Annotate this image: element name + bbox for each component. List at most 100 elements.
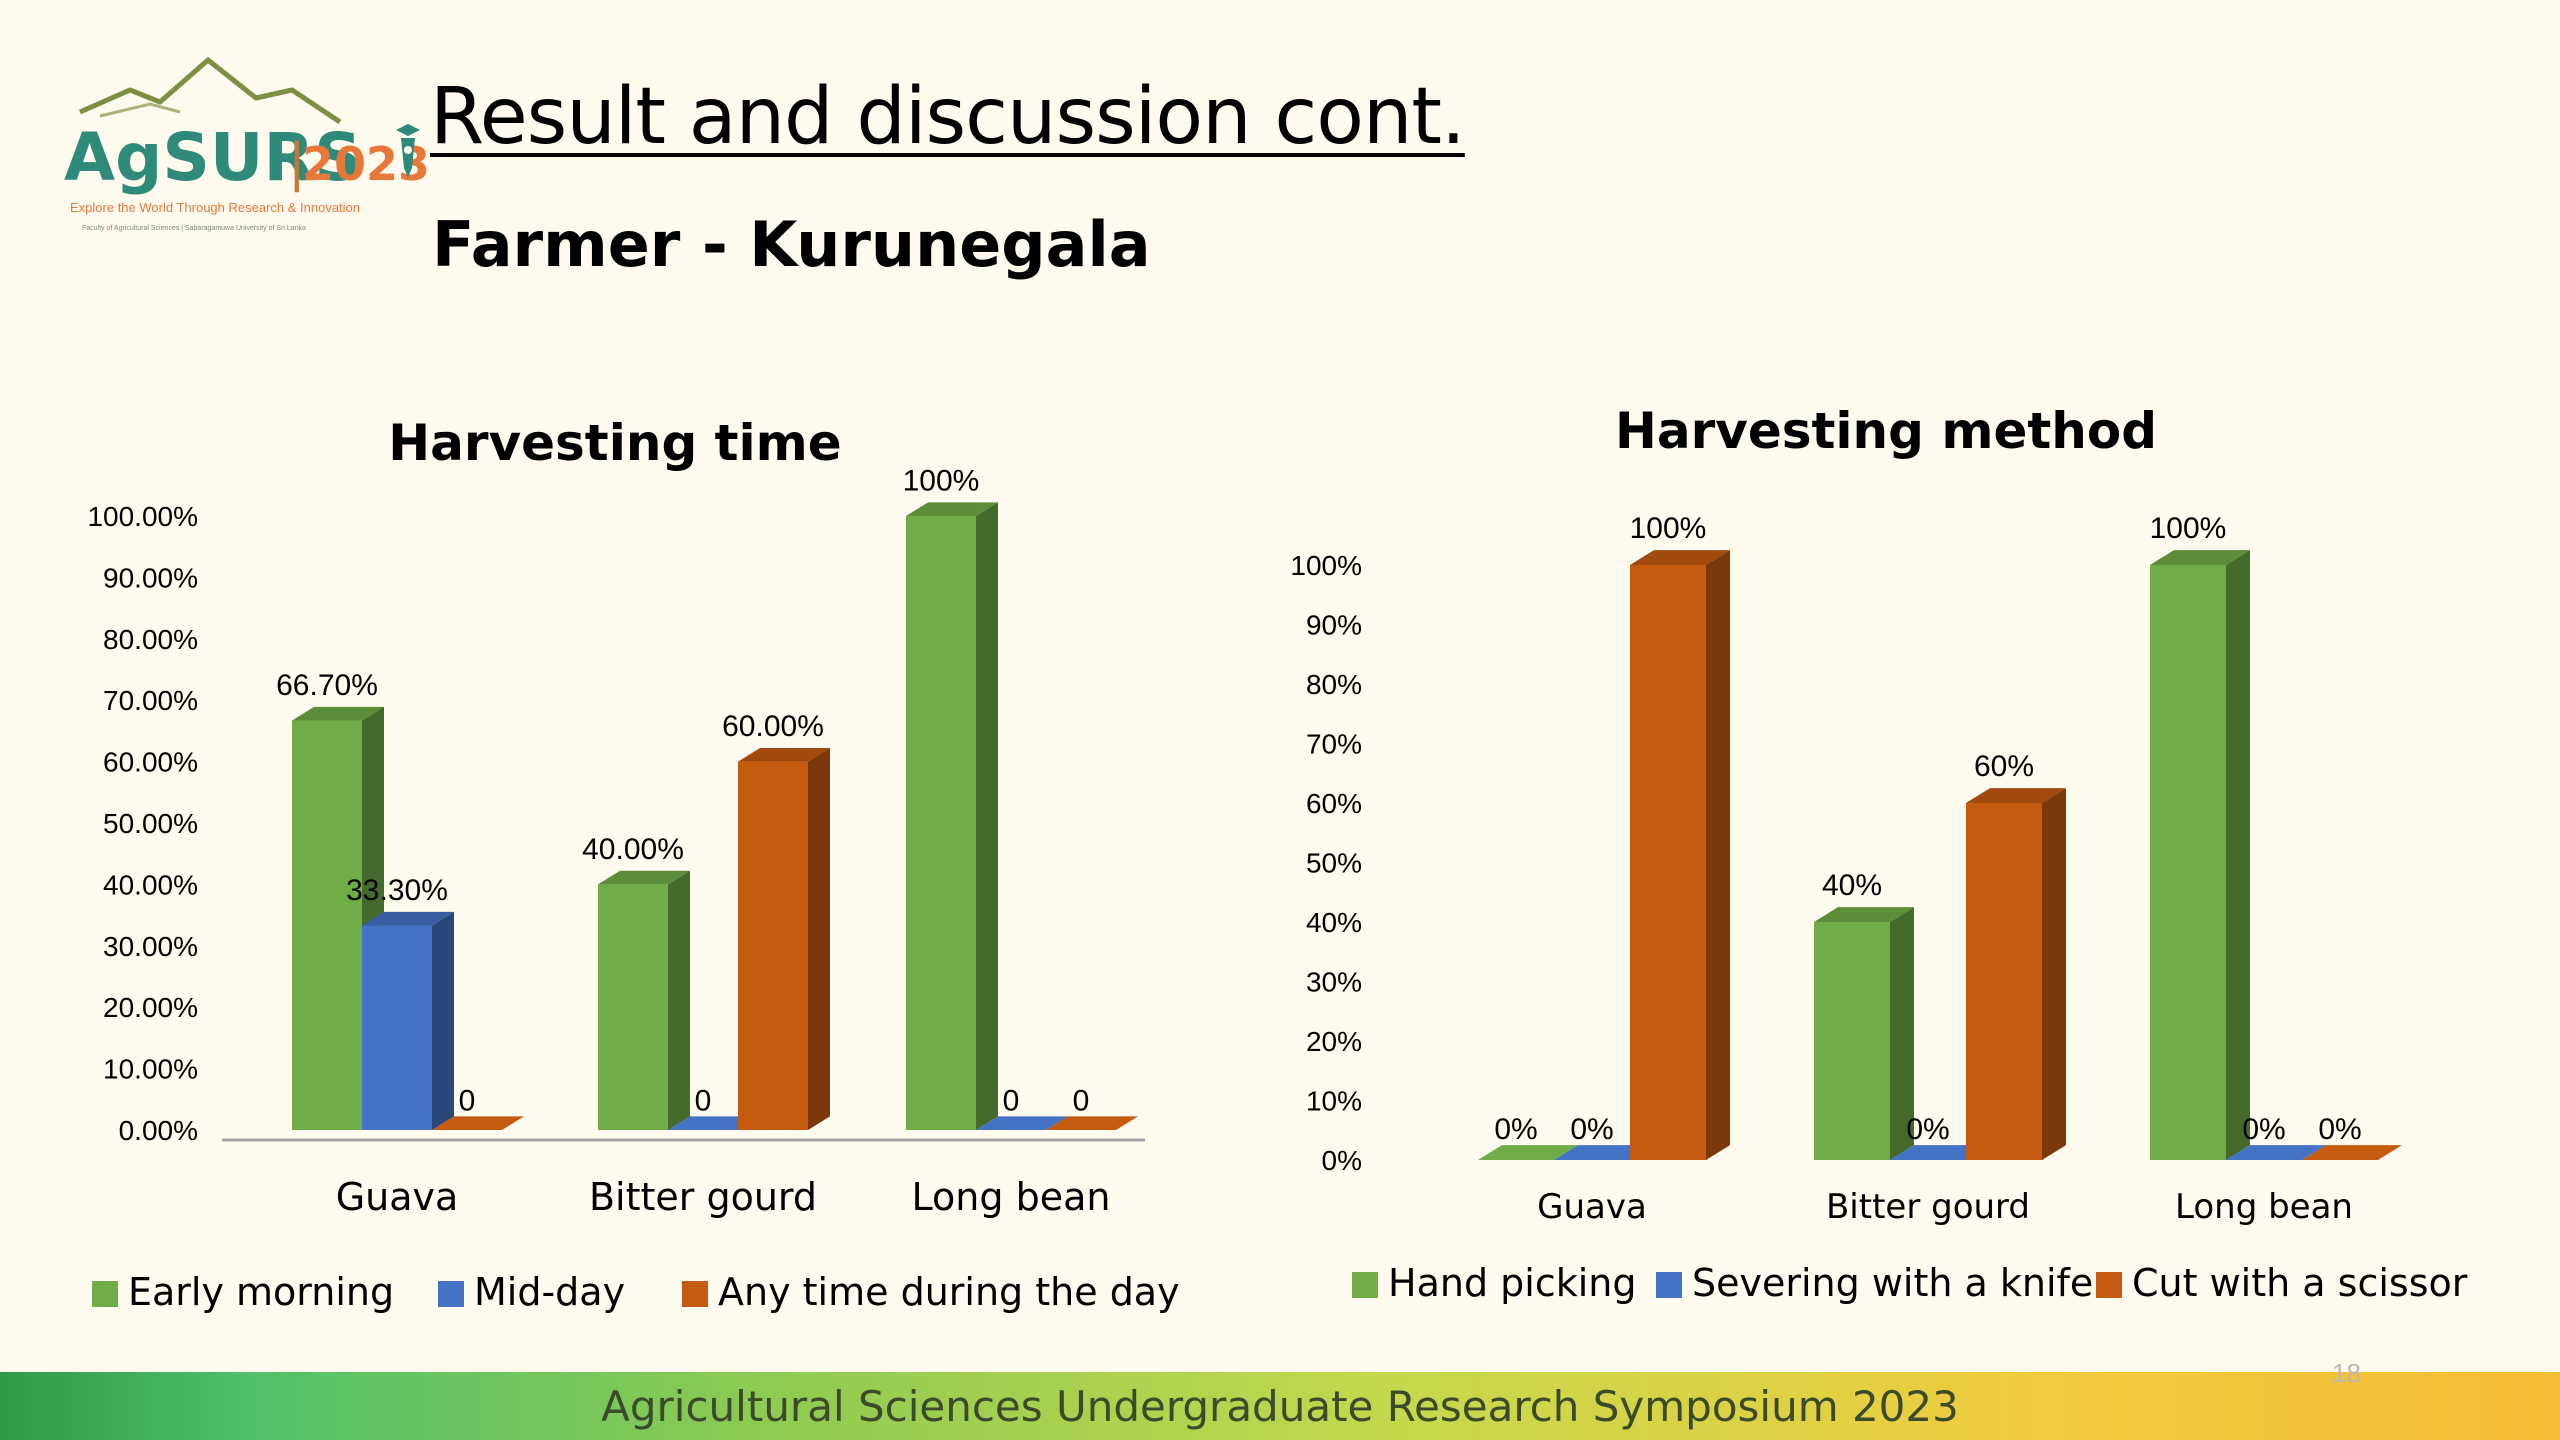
y-tick-label: 100% bbox=[1290, 550, 1362, 581]
bar-top bbox=[906, 502, 998, 516]
y-tick-label: 50.00% bbox=[103, 808, 198, 839]
legend-swatch bbox=[438, 1281, 464, 1307]
bar-front bbox=[738, 761, 808, 1130]
category-label: Long bean bbox=[2175, 1187, 2353, 1227]
footer-text: Agricultural Sciences Undergraduate Rese… bbox=[601, 1382, 1959, 1431]
y-tick-label: 80% bbox=[1306, 669, 1362, 700]
bar-flat bbox=[2226, 1145, 2326, 1160]
bar-cut-with-a-scissor-long-bean bbox=[2302, 1145, 2402, 1160]
y-tick-label: 30% bbox=[1306, 967, 1362, 998]
bar-flat bbox=[1554, 1145, 1654, 1160]
bar-front bbox=[362, 925, 432, 1130]
data-label: 0 bbox=[695, 1084, 712, 1117]
category-label: Bitter gourd bbox=[589, 1175, 817, 1219]
bar-top bbox=[738, 747, 830, 762]
y-tick-label: 20% bbox=[1306, 1026, 1362, 1057]
bar-hand-picking-bitter-gourd bbox=[1814, 907, 1914, 1160]
bar-top bbox=[2150, 550, 2250, 565]
legend-label: Mid-day bbox=[474, 1270, 625, 1314]
logo-small-text: Faculty of Agricultural Sciences | Sabar… bbox=[82, 225, 306, 232]
bar-early-morning-bitter-gourd bbox=[598, 870, 690, 1130]
logo-name: AgSURS bbox=[64, 119, 362, 196]
category-label: Guava bbox=[1537, 1187, 1647, 1227]
bar-any-time-during-the-day-guava bbox=[432, 1116, 524, 1130]
bar-severing-with-a-knife-guava bbox=[1554, 1145, 1654, 1160]
bar-front bbox=[598, 884, 668, 1130]
data-label: 60% bbox=[1974, 750, 2034, 783]
bar-hand-picking-guava bbox=[1478, 1145, 1578, 1160]
bar-flat bbox=[668, 1116, 760, 1130]
bar-flat bbox=[2302, 1145, 2402, 1160]
category-label: Long bean bbox=[912, 1175, 1111, 1219]
bar-front bbox=[906, 516, 976, 1130]
bar-front bbox=[1966, 803, 2042, 1160]
y-tick-label: 0% bbox=[1322, 1145, 1362, 1176]
y-tick-label: 80.00% bbox=[103, 624, 198, 655]
y-tick-label: 70.00% bbox=[103, 685, 198, 716]
legend-label: Any time during the day bbox=[718, 1270, 1180, 1314]
bar-top bbox=[598, 870, 690, 885]
bar-severing-with-a-knife-long-bean bbox=[2226, 1145, 2326, 1160]
bar-early-morning-long-bean bbox=[906, 502, 998, 1130]
data-label: 100% bbox=[903, 464, 980, 497]
data-label: 60.00% bbox=[722, 710, 824, 743]
svg-text:|: | bbox=[288, 133, 306, 193]
y-tick-label: 0.00% bbox=[119, 1115, 198, 1146]
bar-top bbox=[292, 706, 384, 721]
bar-cut-with-a-scissor-guava bbox=[1630, 550, 1730, 1160]
logo-tagline: Explore the World Through Research & Inn… bbox=[70, 200, 360, 215]
bar-side bbox=[976, 502, 998, 1130]
y-tick-label: 60% bbox=[1306, 788, 1362, 819]
y-tick-label: 50% bbox=[1306, 848, 1362, 879]
slide-title: Result and discussion cont. bbox=[430, 72, 1466, 162]
bar-mid-day-bitter-gourd bbox=[668, 1116, 760, 1130]
legend-swatch bbox=[92, 1281, 118, 1307]
data-label: 66.70% bbox=[276, 669, 378, 702]
bar-flat bbox=[1046, 1116, 1138, 1130]
bar-side bbox=[432, 911, 454, 1130]
bar-front bbox=[1814, 922, 1890, 1160]
legend-swatch bbox=[2096, 1272, 2122, 1298]
data-label: 0 bbox=[459, 1084, 476, 1117]
y-tick-label: 60.00% bbox=[103, 747, 198, 778]
chart-title: Harvesting time bbox=[388, 414, 841, 472]
slide-subtitle: Farmer - Kurunegala bbox=[432, 208, 1151, 281]
bar-front bbox=[2150, 565, 2226, 1160]
data-label: 0% bbox=[1494, 1113, 1537, 1146]
bar-top bbox=[1814, 907, 1914, 922]
bar-side bbox=[1890, 907, 1914, 1160]
bar-mid-day-guava bbox=[362, 911, 454, 1130]
bar-side bbox=[668, 870, 690, 1130]
bar-flat bbox=[1478, 1145, 1578, 1160]
mountain-icon bbox=[78, 57, 342, 125]
bar-flat bbox=[432, 1116, 524, 1130]
data-label: 0% bbox=[2318, 1113, 2361, 1146]
legend-label: Severing with a knife bbox=[1692, 1261, 2093, 1305]
y-tick-label: 90.00% bbox=[103, 562, 198, 593]
bar-flat bbox=[1890, 1145, 1990, 1160]
y-tick-label: 10% bbox=[1306, 1086, 1362, 1117]
data-label: 40.00% bbox=[582, 833, 684, 866]
bar-flat bbox=[976, 1116, 1068, 1130]
chart-title: Harvesting method bbox=[1615, 402, 2157, 460]
y-tick-label: 40% bbox=[1306, 907, 1362, 938]
data-label: 0 bbox=[1073, 1084, 1090, 1117]
page-number: 18 bbox=[2332, 1358, 2361, 1388]
data-label: 0% bbox=[1906, 1113, 1949, 1146]
category-label: Guava bbox=[336, 1175, 459, 1219]
bar-any-time-during-the-day-bitter-gourd bbox=[738, 747, 830, 1130]
data-label: 0% bbox=[1570, 1113, 1613, 1146]
bar-mid-day-long-bean bbox=[976, 1116, 1068, 1130]
y-tick-label: 90% bbox=[1306, 610, 1362, 641]
harvesting-method-chart: Harvesting method 0% 10% 20% 30% 40% 50% 60% 70%… bbox=[1290, 402, 2468, 1305]
data-label: 0% bbox=[2242, 1113, 2285, 1146]
y-tick-label: 30.00% bbox=[103, 931, 198, 962]
legend-label: Cut with a scissor bbox=[2132, 1261, 2468, 1305]
footer-banner: Agricultural Sciences Undergraduate Rese… bbox=[0, 1372, 2560, 1440]
bar-cut-with-a-scissor-bitter-gourd bbox=[1966, 788, 2066, 1160]
graduate-pen-icon bbox=[396, 124, 420, 178]
y-tick-label: 70% bbox=[1306, 729, 1362, 760]
data-label: 33.30% bbox=[346, 874, 448, 907]
harvesting-time-chart: Harvesting time 0.00% 10.00% 20.00% 30.00% 40… bbox=[87, 414, 1180, 1314]
bar-front bbox=[292, 720, 362, 1130]
